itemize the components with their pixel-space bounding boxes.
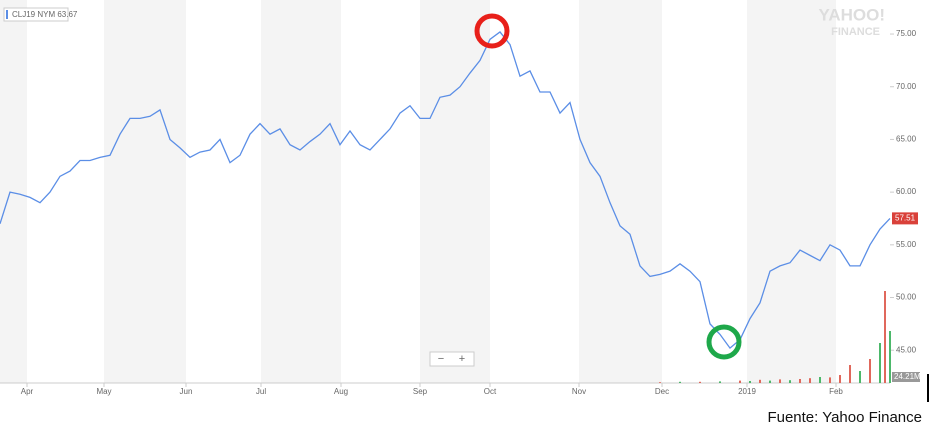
watermark: YAHOO! <box>819 5 885 24</box>
band <box>747 0 836 383</box>
x-tick-label: Jun <box>180 387 193 396</box>
volume-bar <box>789 380 791 383</box>
watermark: FINANCE <box>831 26 880 38</box>
zoom-out[interactable]: − <box>438 353 444 365</box>
volume-bar <box>809 378 811 383</box>
volume-bar <box>679 381 681 383</box>
band <box>0 0 27 383</box>
volume-bar <box>884 291 886 383</box>
volume-bar <box>839 375 841 383</box>
volume-bar <box>819 377 821 383</box>
y-tick-label: 50.00 <box>896 293 917 302</box>
volume-bar <box>659 382 661 383</box>
band <box>261 0 341 383</box>
volume-tag <box>892 372 920 382</box>
zoom-control <box>429 351 475 367</box>
x-tick-label: Oct <box>484 387 497 396</box>
volume-label: 24.21M <box>894 372 921 381</box>
x-tick-label: Apr <box>21 387 34 396</box>
month-bands <box>0 0 836 383</box>
legend-box <box>3 7 69 22</box>
y-tick-label: 65.00 <box>896 135 917 144</box>
volume-bar <box>829 377 831 383</box>
volume-bar <box>869 359 871 383</box>
price-tag-label: 57.51 <box>895 213 916 222</box>
x-tick-label: Aug <box>334 387 348 396</box>
volume-bar <box>859 371 861 383</box>
zoom-in[interactable]: + <box>459 353 465 365</box>
peak-marker <box>474 13 510 49</box>
volume-bar <box>889 331 891 383</box>
volume-bar <box>849 365 851 383</box>
volume-bar <box>699 381 701 383</box>
volume-bar <box>799 379 801 383</box>
volume-bar <box>879 343 881 383</box>
source: Fuente: Yahoo Finance <box>767 409 922 426</box>
y-tick-label: 55.00 <box>896 240 917 249</box>
x-tick-label: Dec <box>655 387 669 396</box>
volume-bar <box>779 379 781 383</box>
band <box>104 0 186 383</box>
trough-marker <box>706 324 742 360</box>
y-tick-label: 70.00 <box>896 82 917 91</box>
volume-bar <box>739 380 741 383</box>
band <box>579 0 662 383</box>
price-line <box>0 31 891 350</box>
y-tick-label: 60.00 <box>896 187 917 196</box>
x-tick-label: Nov <box>572 387 586 396</box>
band <box>420 0 490 383</box>
x-tick-label: Feb <box>829 387 843 396</box>
x-tick-label: 2019 <box>738 387 756 396</box>
volume-bar <box>759 379 761 383</box>
x-tick-label: May <box>96 387 111 396</box>
price-tag <box>892 212 918 225</box>
volume-bar <box>749 381 751 383</box>
volume-bar <box>719 381 721 383</box>
legend-label: CLJ19 NYM 63.67 <box>12 10 78 19</box>
x-tick-label: Sep <box>413 387 428 396</box>
y-tick-label: 75.00 <box>896 29 917 38</box>
volume-bar <box>769 380 771 383</box>
x-tick-label: Jul <box>256 387 266 396</box>
y-tick-label: 45.00 <box>896 345 917 354</box>
legend-swatch <box>6 10 8 19</box>
